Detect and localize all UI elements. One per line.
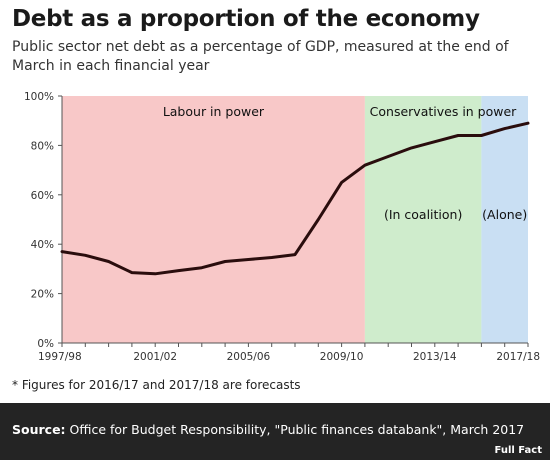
x-tick-label-3: 2009/10 <box>320 351 364 363</box>
y-tick-label-2: 40% <box>31 239 54 251</box>
data-point-6 <box>201 266 203 269</box>
region-sublabel-2: (Alone) <box>482 207 527 222</box>
region-band-1 <box>364 96 482 343</box>
region-band-0 <box>62 96 365 343</box>
region-label-1: Conservatives in power <box>370 104 518 119</box>
data-point-7 <box>224 260 226 263</box>
source-line: Source: Office for Budget Responsibility… <box>12 422 524 437</box>
data-point-3 <box>131 271 133 274</box>
region-sublabel-1: (In coalition) <box>384 207 462 222</box>
x-tick-label-2: 2005/06 <box>227 351 271 363</box>
x-tick-label-0: 1997/98 <box>38 351 82 363</box>
data-point-16 <box>434 140 436 143</box>
data-point-0 <box>61 250 63 253</box>
x-tick-label-1: 2001/02 <box>133 351 177 363</box>
data-point-20 <box>527 122 529 124</box>
data-point-14 <box>387 155 390 158</box>
y-tick-label-1: 20% <box>31 289 54 301</box>
data-point-1 <box>84 254 87 257</box>
data-point-5 <box>177 269 180 272</box>
data-point-19 <box>503 127 506 130</box>
source-label: Source: <box>12 422 66 437</box>
forecast-note: * Figures for 2016/17 and 2017/18 are fo… <box>12 378 301 392</box>
data-point-8 <box>247 258 250 261</box>
y-tick-label-3: 60% <box>31 190 54 202</box>
full-fact-logo: Full Fact <box>494 445 543 456</box>
x-tick-label-5: 2017/18 <box>496 351 540 363</box>
data-point-17 <box>457 134 459 137</box>
y-tick-label-5: 100% <box>24 91 54 103</box>
debt-line-chart: Labour in power Conservatives in power (In… <box>24 91 540 363</box>
data-point-4 <box>154 273 156 275</box>
chart-subtitle: Public sector net debt as a percentage o… <box>12 39 509 74</box>
source-footer: Source: Office for Budget Responsibility… <box>0 403 550 460</box>
data-point-9 <box>270 256 273 259</box>
data-point-12 <box>340 181 343 184</box>
region-band-2 <box>481 96 528 343</box>
y-tick-label-4: 80% <box>31 140 54 152</box>
data-point-2 <box>107 260 110 263</box>
data-point-15 <box>410 147 413 149</box>
source-text: Office for Budget Responsibility, "Publi… <box>69 422 525 437</box>
data-point-18 <box>480 134 483 137</box>
data-point-11 <box>317 218 320 221</box>
region-label-0: Labour in power <box>163 104 265 119</box>
chart-title: Debt as a proportion of the economy <box>12 6 480 32</box>
y-tick-label-0: 0% <box>37 338 54 350</box>
x-tick-label-4: 2013/14 <box>413 351 457 363</box>
data-point-10 <box>294 253 296 256</box>
data-point-13 <box>364 164 366 166</box>
